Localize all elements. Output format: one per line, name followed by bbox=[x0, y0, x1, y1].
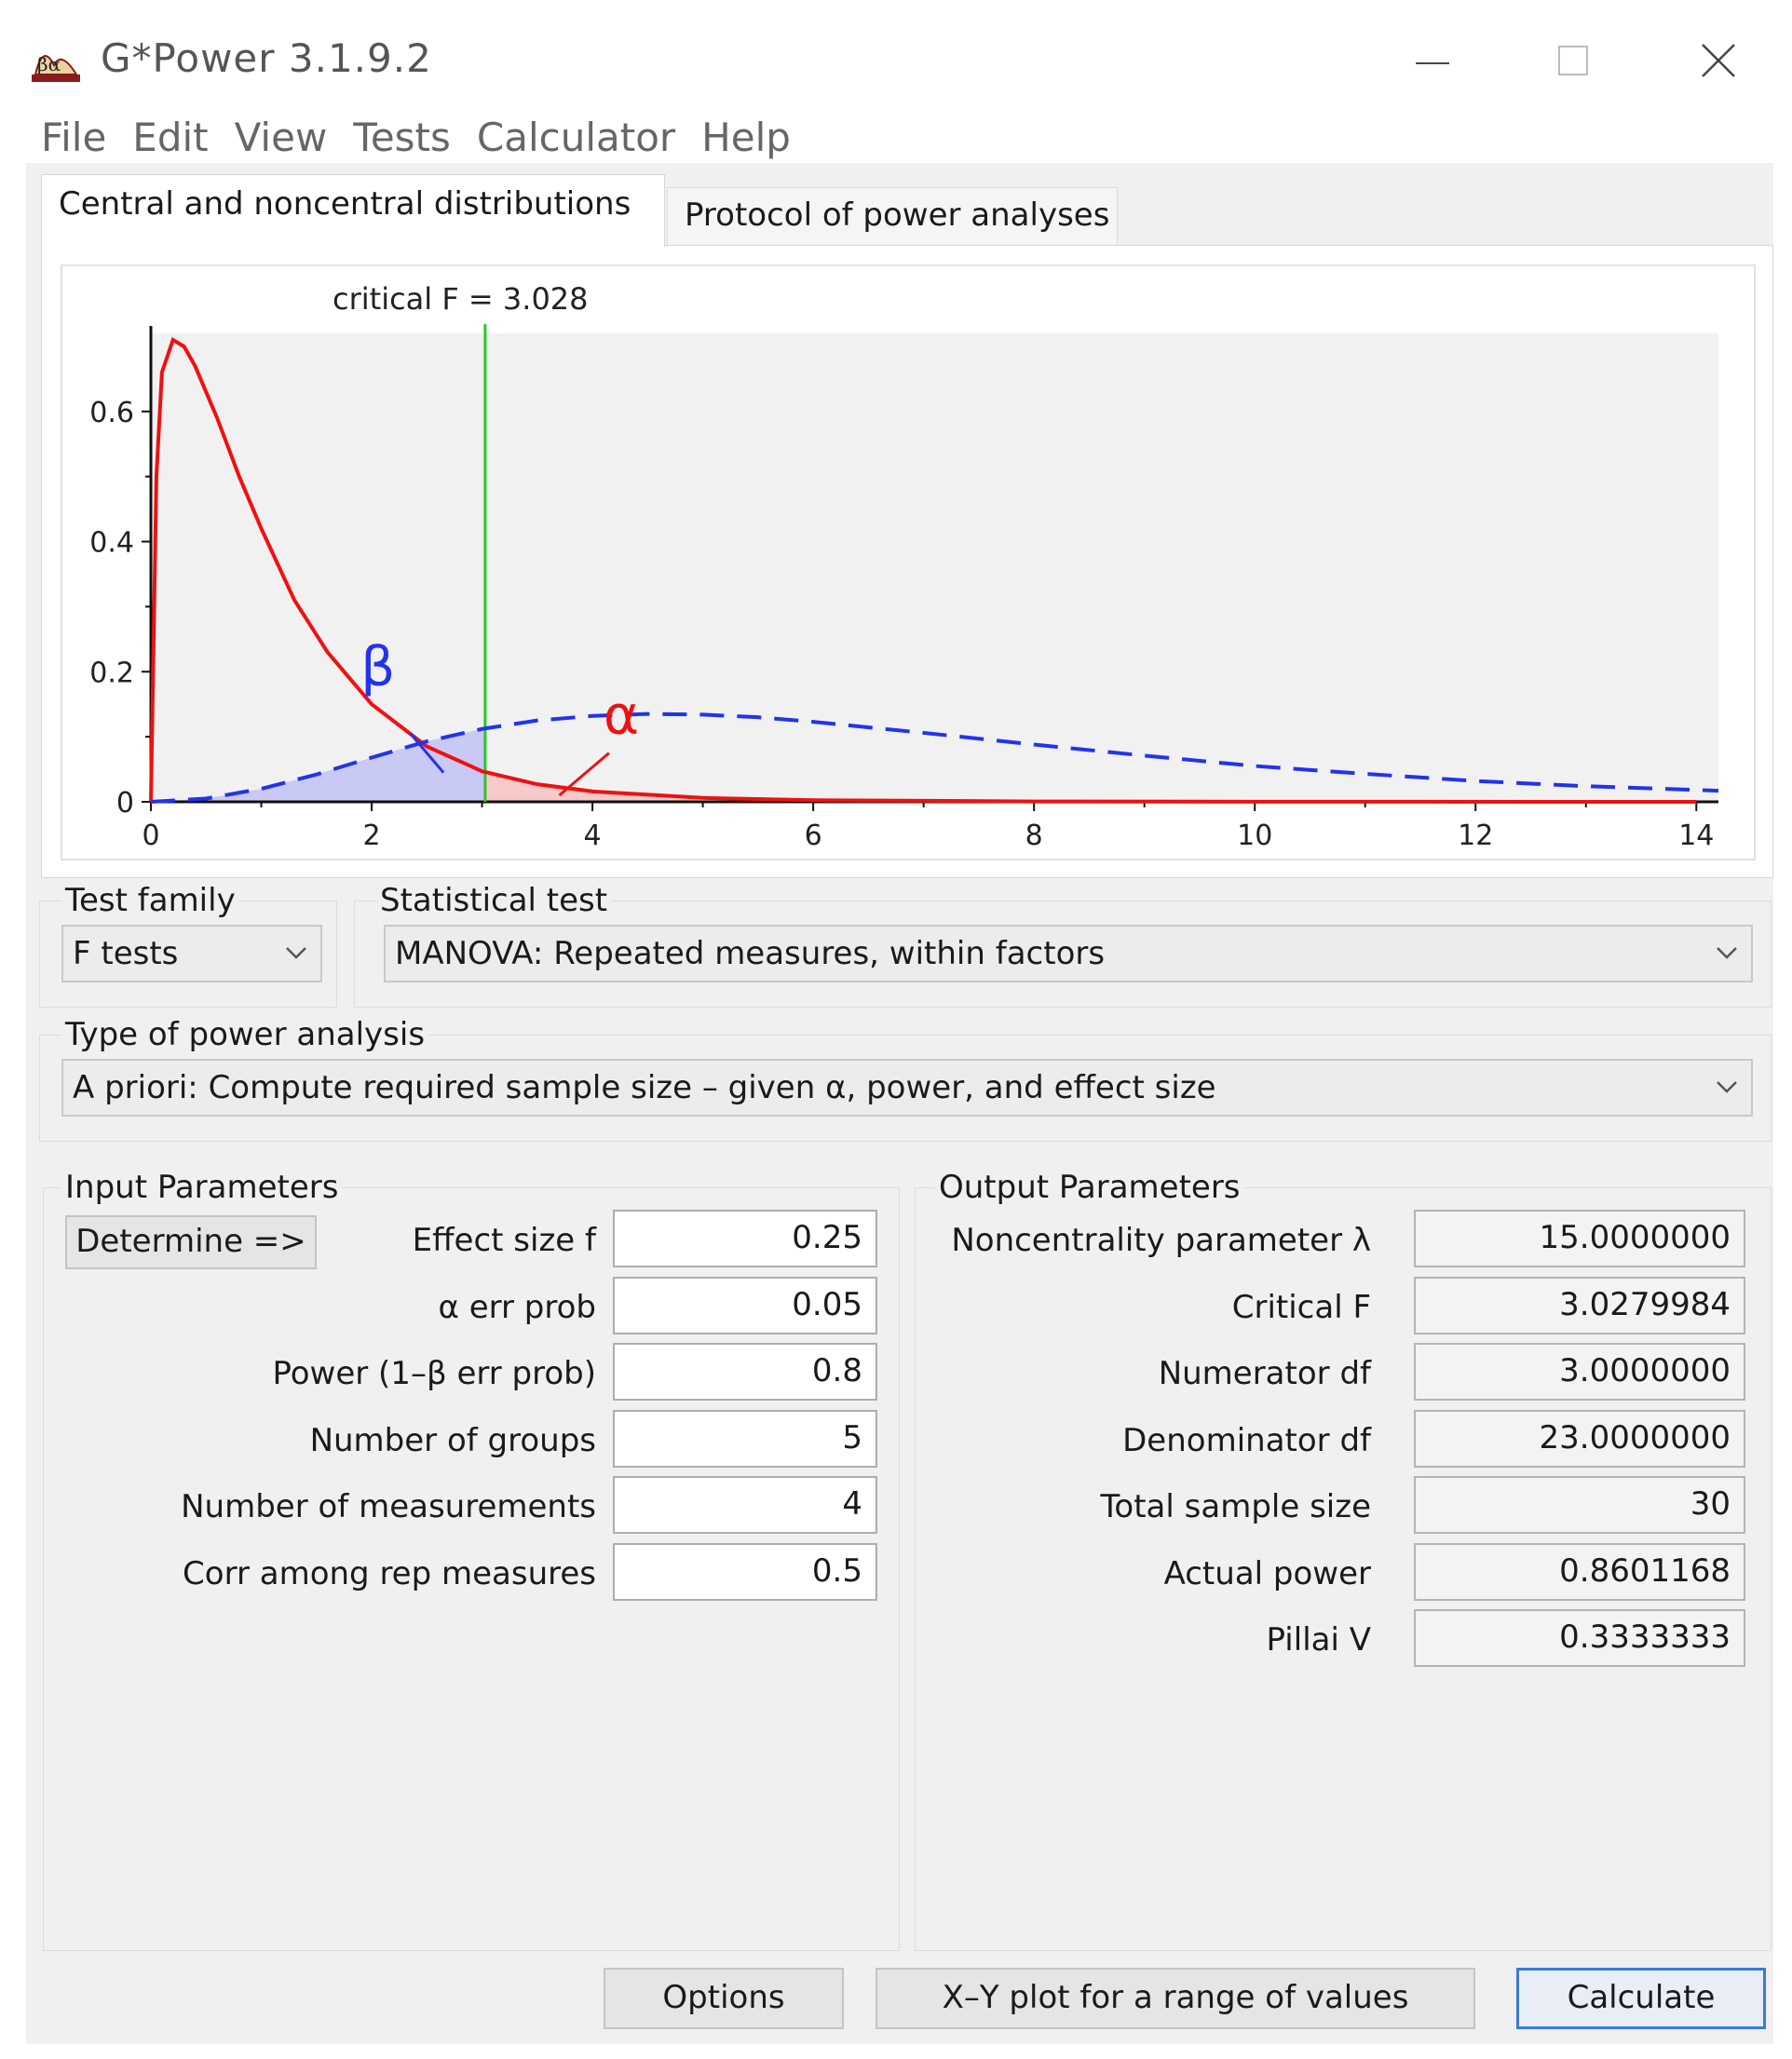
critical-f-annotation: critical F = 3.028 bbox=[333, 281, 589, 317]
x-tick-label-0: 0 bbox=[142, 820, 159, 852]
maximize-icon bbox=[1558, 46, 1588, 75]
number-of-measurements-label: Number of measurements bbox=[181, 1488, 596, 1525]
x-tick-label-2: 2 bbox=[362, 820, 380, 852]
menu-edit[interactable]: Edit bbox=[132, 115, 209, 160]
total-sample-size-field: 30 bbox=[1414, 1476, 1745, 1534]
plot-area bbox=[151, 333, 1718, 802]
menu-view[interactable]: View bbox=[234, 115, 328, 160]
alpha-symbol: α bbox=[604, 684, 639, 747]
corr-rep-measures-field[interactable]: 0.5 bbox=[613, 1543, 877, 1601]
y-tick-label-0: 0 bbox=[116, 787, 134, 820]
menu-file[interactable]: File bbox=[41, 115, 107, 160]
test-family-value: F tests bbox=[73, 935, 179, 972]
test-family-select[interactable]: F tests bbox=[61, 925, 322, 982]
x-tick-label-14: 14 bbox=[1678, 820, 1714, 852]
total-sample-size-label: Total sample size bbox=[1100, 1488, 1371, 1525]
determine-button[interactable]: Determine => bbox=[65, 1215, 317, 1269]
calculate-button[interactable]: Calculate bbox=[1516, 1968, 1766, 2029]
distribution-plot: 0 2 4 6 8 10 12 14 0 0.2 0.4 0.6 critical F = 3.028 β… bbox=[61, 264, 1756, 860]
menu-calculator[interactable]: Calculator bbox=[476, 115, 676, 160]
noncentrality-label: Noncentrality parameter λ bbox=[951, 1222, 1371, 1259]
tab-distributions[interactable]: Central and noncentral distributions bbox=[41, 174, 665, 247]
numerator-df-field: 3.0000000 bbox=[1414, 1343, 1745, 1401]
main-window: Central and noncentral distributions Pro… bbox=[26, 163, 1773, 2044]
chevron-down-icon bbox=[1717, 947, 1737, 959]
menu-help[interactable]: Help bbox=[701, 115, 791, 160]
power-label: Power (1–β err prob) bbox=[272, 1355, 596, 1392]
gpower-app-icon: βα bbox=[32, 53, 80, 82]
number-of-measurements-field[interactable]: 4 bbox=[613, 1476, 877, 1534]
maximize-button[interactable] bbox=[1527, 28, 1611, 93]
test-family-label: Test family bbox=[61, 882, 239, 919]
minimize-icon bbox=[1416, 62, 1449, 64]
power-analysis-group bbox=[39, 1035, 1772, 1142]
statistical-test-group bbox=[354, 901, 1772, 1008]
power-field[interactable]: 0.8 bbox=[613, 1343, 877, 1401]
tab-protocol[interactable]: Protocol of power analyses bbox=[667, 187, 1118, 247]
number-of-groups-field[interactable]: 5 bbox=[613, 1410, 877, 1468]
actual-power-label: Actual power bbox=[1163, 1555, 1371, 1592]
actual-power-field: 0.8601168 bbox=[1414, 1543, 1745, 1601]
y-tick-label-0.6: 0.6 bbox=[89, 397, 134, 429]
x-tick-label-4: 4 bbox=[584, 820, 602, 852]
y-tick-label-0.4: 0.4 bbox=[89, 527, 134, 560]
output-parameters-title: Output Parameters bbox=[935, 1169, 1244, 1206]
beta-symbol: β bbox=[360, 634, 395, 698]
x-tick-label-8: 8 bbox=[1025, 820, 1043, 852]
title-bar: βα G*Power 3.1.9.2 bbox=[0, 0, 1792, 116]
close-button[interactable] bbox=[1677, 28, 1760, 93]
x-tick-label-12: 12 bbox=[1458, 820, 1493, 852]
window-title: G*Power 3.1.9.2 bbox=[101, 35, 432, 81]
input-parameters-group bbox=[43, 1187, 900, 1951]
denominator-df-field: 23.0000000 bbox=[1414, 1410, 1745, 1468]
denominator-df-label: Denominator df bbox=[1122, 1422, 1371, 1459]
power-analysis-select[interactable]: A priori: Compute required sample size –… bbox=[61, 1059, 1753, 1117]
alpha-err-label: α err prob bbox=[438, 1289, 596, 1326]
statistical-test-value: MANOVA: Repeated measures, within factor… bbox=[395, 935, 1106, 972]
number-of-groups-label: Number of groups bbox=[309, 1422, 596, 1459]
input-parameters-title: Input Parameters bbox=[61, 1169, 343, 1206]
alpha-pointer bbox=[558, 752, 610, 797]
critical-f-label: Critical F bbox=[1231, 1289, 1371, 1326]
options-button[interactable]: Options bbox=[604, 1968, 844, 2029]
chevron-down-icon bbox=[286, 947, 306, 959]
x-tick-label-6: 6 bbox=[805, 820, 822, 852]
minimize-button[interactable] bbox=[1388, 28, 1472, 93]
alpha-err-field[interactable]: 0.05 bbox=[613, 1277, 877, 1334]
beta-region bbox=[151, 728, 485, 802]
y-tick-label-0.2: 0.2 bbox=[89, 657, 134, 689]
noncentrality-field: 15.0000000 bbox=[1414, 1210, 1745, 1267]
chevron-down-icon bbox=[1717, 1081, 1737, 1093]
statistical-test-select[interactable]: MANOVA: Repeated measures, within factor… bbox=[384, 925, 1753, 982]
statistical-test-label: Statistical test bbox=[376, 882, 612, 919]
effect-size-label: Effect size f bbox=[412, 1222, 596, 1259]
power-analysis-label: Type of power analysis bbox=[61, 1016, 429, 1053]
xy-plot-button[interactable]: X–Y plot for a range of values bbox=[876, 1968, 1475, 2029]
output-parameters-group bbox=[915, 1187, 1772, 1951]
pillai-v-field: 0.3333333 bbox=[1414, 1609, 1745, 1667]
x-tick-label-10: 10 bbox=[1237, 820, 1272, 852]
menu-bar: File Edit View Tests Calculator Help bbox=[28, 110, 804, 166]
central-distribution-line bbox=[149, 337, 1697, 804]
noncentral-distribution-line bbox=[150, 711, 1719, 804]
close-icon bbox=[1702, 44, 1735, 77]
effect-size-field[interactable]: 0.25 bbox=[613, 1210, 877, 1267]
beta-pointer bbox=[409, 732, 445, 774]
numerator-df-label: Numerator df bbox=[1158, 1355, 1371, 1392]
alpha-region bbox=[484, 771, 1697, 802]
power-analysis-value: A priori: Compute required sample size –… bbox=[73, 1069, 1216, 1106]
app-icon-text: βα bbox=[37, 53, 61, 75]
corr-rep-measures-label: Corr among rep measures bbox=[183, 1555, 596, 1592]
menu-tests[interactable]: Tests bbox=[353, 115, 451, 160]
distribution-panel: 0 2 4 6 8 10 12 14 0 0.2 0.4 0.6 critical F = 3.028 β… bbox=[41, 245, 1773, 878]
pillai-v-label: Pillai V bbox=[1266, 1621, 1371, 1659]
critical-f-field: 3.0279984 bbox=[1414, 1277, 1745, 1334]
distribution-chart: 0 2 4 6 8 10 12 14 0 0.2 0.4 0.6 critical F = 3.028 β… bbox=[89, 281, 1719, 852]
